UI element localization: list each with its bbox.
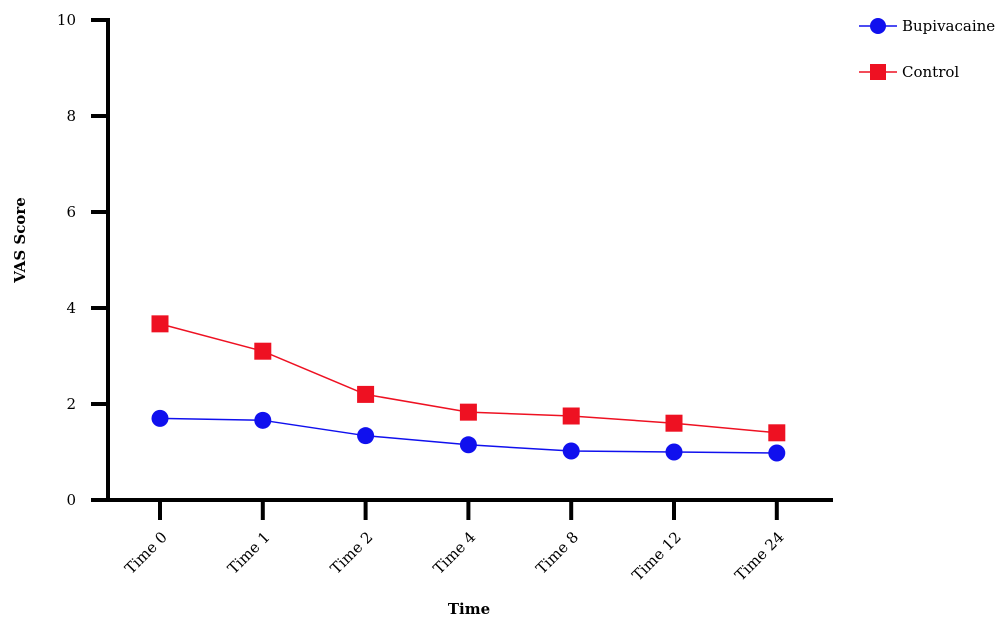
data-point (768, 444, 786, 462)
x-axis: Time 0 Time 1 Time 2 Time 4 Time 8 Time 12 Tim… (106, 498, 833, 585)
legend-marker (870, 18, 886, 34)
data-point (151, 315, 169, 333)
data-point (562, 407, 580, 425)
y-tick-label: 2 (66, 395, 76, 413)
y-tick-label: 10 (57, 11, 76, 29)
x-tick-label: Time 1 (224, 528, 274, 578)
data-point (665, 414, 683, 432)
x-tick-label: Time 2 (327, 528, 377, 578)
data-point (459, 436, 477, 454)
y-tick-label: 8 (66, 107, 76, 125)
y-tick-label: 0 (66, 491, 76, 509)
legend-label: Control (902, 63, 959, 81)
legend-label: Bupivacaine (902, 17, 995, 35)
x-tick-label: Time 24 (731, 528, 787, 584)
data-point (562, 442, 580, 460)
legend-item-bupivacaine: Bupivacaine (859, 17, 995, 35)
data-point (357, 385, 375, 403)
data-point (768, 424, 786, 442)
x-tick-label: Time 4 (430, 528, 480, 578)
data-point (254, 342, 272, 360)
x-tick-label: Time 0 (121, 528, 171, 578)
y-tick-label: 6 (66, 203, 76, 221)
series-control (151, 315, 786, 442)
legend: Bupivacaine Control (859, 17, 995, 81)
data-point (151, 409, 169, 427)
legend-marker (870, 64, 886, 80)
y-axis-title: VAS Score (11, 197, 29, 284)
series-bupivacaine (151, 409, 786, 462)
x-tick-label: Time 12 (628, 528, 684, 584)
y-tick-label: 4 (66, 299, 76, 317)
data-point (665, 443, 683, 461)
x-axis-title: Time (448, 600, 490, 618)
series-layer (151, 315, 786, 462)
x-tick-label: Time 8 (532, 528, 582, 578)
y-axis: 0 2 4 6 8 10 (57, 11, 110, 509)
data-point (357, 427, 375, 445)
data-point (459, 403, 477, 421)
legend-item-control: Control (859, 63, 959, 81)
data-point (254, 411, 272, 429)
